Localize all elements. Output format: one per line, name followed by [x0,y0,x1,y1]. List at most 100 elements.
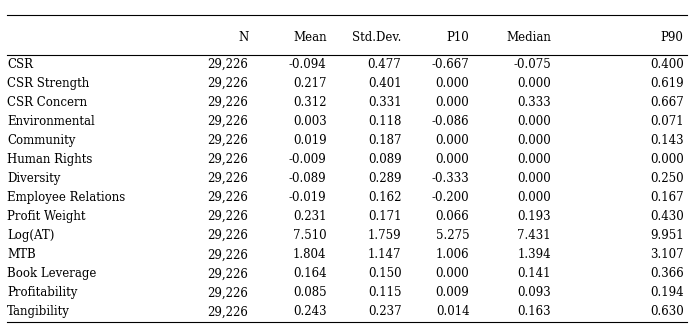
Text: 0.237: 0.237 [368,305,401,318]
Text: 0.141: 0.141 [518,267,551,280]
Text: 3.107: 3.107 [650,248,684,261]
Text: CSR Concern: CSR Concern [7,96,87,109]
Text: -0.009: -0.009 [289,153,327,166]
Text: 0.163: 0.163 [518,305,551,318]
Text: 0.000: 0.000 [517,134,551,147]
Text: -0.075: -0.075 [514,58,551,71]
Text: Diversity: Diversity [7,172,60,185]
Text: 0.115: 0.115 [368,286,401,299]
Text: Std.Dev.: Std.Dev. [352,31,401,44]
Text: 0.000: 0.000 [517,77,551,90]
Text: 29,226: 29,226 [208,286,248,299]
Text: 1.006: 1.006 [436,248,469,261]
Text: 0.019: 0.019 [293,134,327,147]
Text: MTB: MTB [7,248,35,261]
Text: Community: Community [7,134,76,147]
Text: 29,226: 29,226 [208,248,248,261]
Text: 0.312: 0.312 [293,96,327,109]
Text: P90: P90 [661,31,684,44]
Text: 29,226: 29,226 [208,267,248,280]
Text: 29,226: 29,226 [208,115,248,128]
Text: 29,226: 29,226 [208,153,248,166]
Text: CSR: CSR [7,58,33,71]
Text: 0.071: 0.071 [650,115,684,128]
Text: 0.243: 0.243 [293,305,327,318]
Text: 0.000: 0.000 [436,153,469,166]
Text: 0.250: 0.250 [650,172,684,185]
Text: 0.187: 0.187 [368,134,401,147]
Text: Mean: Mean [293,31,327,44]
Text: 0.667: 0.667 [650,96,684,109]
Text: 29,226: 29,226 [208,172,248,185]
Text: 29,226: 29,226 [208,77,248,90]
Text: -0.094: -0.094 [289,58,327,71]
Text: 29,226: 29,226 [208,58,248,71]
Text: -0.089: -0.089 [289,172,327,185]
Text: 0.231: 0.231 [293,210,327,223]
Text: 0.093: 0.093 [517,286,551,299]
Text: -0.086: -0.086 [432,115,469,128]
Text: 0.000: 0.000 [436,96,469,109]
Text: 0.014: 0.014 [436,305,469,318]
Text: -0.667: -0.667 [432,58,469,71]
Text: 0.000: 0.000 [436,134,469,147]
Text: 0.000: 0.000 [517,115,551,128]
Text: P10: P10 [447,31,469,44]
Text: 0.003: 0.003 [293,115,327,128]
Text: 0.000: 0.000 [650,153,684,166]
Text: 29,226: 29,226 [208,210,248,223]
Text: 29,226: 29,226 [208,305,248,318]
Text: 7.510: 7.510 [293,229,327,242]
Text: 0.162: 0.162 [368,191,401,204]
Text: Environmental: Environmental [7,115,94,128]
Text: Tangibility: Tangibility [7,305,70,318]
Text: 0.194: 0.194 [650,286,684,299]
Text: 0.217: 0.217 [293,77,327,90]
Text: 0.430: 0.430 [650,210,684,223]
Text: 0.400: 0.400 [650,58,684,71]
Text: 1.759: 1.759 [368,229,401,242]
Text: Median: Median [506,31,551,44]
Text: -0.333: -0.333 [432,172,469,185]
Text: Employee Relations: Employee Relations [7,191,125,204]
Text: 0.143: 0.143 [650,134,684,147]
Text: N: N [238,31,248,44]
Text: 0.477: 0.477 [368,58,401,71]
Text: 29,226: 29,226 [208,191,248,204]
Text: CSR Strength: CSR Strength [7,77,90,90]
Text: 0.289: 0.289 [368,172,401,185]
Text: 0.150: 0.150 [368,267,401,280]
Text: 0.401: 0.401 [368,77,401,90]
Text: 7.431: 7.431 [518,229,551,242]
Text: -0.019: -0.019 [289,191,327,204]
Text: 0.167: 0.167 [650,191,684,204]
Text: -0.200: -0.200 [432,191,469,204]
Text: 0.630: 0.630 [650,305,684,318]
Text: 0.171: 0.171 [368,210,401,223]
Text: 0.000: 0.000 [517,191,551,204]
Text: 0.366: 0.366 [650,267,684,280]
Text: 0.333: 0.333 [517,96,551,109]
Text: 1.147: 1.147 [368,248,401,261]
Text: Profit Weight: Profit Weight [7,210,85,223]
Text: 0.331: 0.331 [368,96,401,109]
Text: 0.089: 0.089 [368,153,401,166]
Text: 0.193: 0.193 [518,210,551,223]
Text: 0.000: 0.000 [436,77,469,90]
Text: 0.164: 0.164 [293,267,327,280]
Text: 29,226: 29,226 [208,134,248,147]
Text: Human Rights: Human Rights [7,153,92,166]
Text: 0.118: 0.118 [368,115,401,128]
Text: 1.804: 1.804 [293,248,327,261]
Text: 0.619: 0.619 [650,77,684,90]
Text: Log(AT): Log(AT) [7,229,54,242]
Text: 0.000: 0.000 [517,153,551,166]
Text: 0.009: 0.009 [436,286,469,299]
Text: 0.066: 0.066 [436,210,469,223]
Text: 0.000: 0.000 [436,267,469,280]
Text: 0.085: 0.085 [293,286,327,299]
Text: 9.951: 9.951 [650,229,684,242]
Text: 29,226: 29,226 [208,96,248,109]
Text: 0.000: 0.000 [517,172,551,185]
Text: Book Leverage: Book Leverage [7,267,96,280]
